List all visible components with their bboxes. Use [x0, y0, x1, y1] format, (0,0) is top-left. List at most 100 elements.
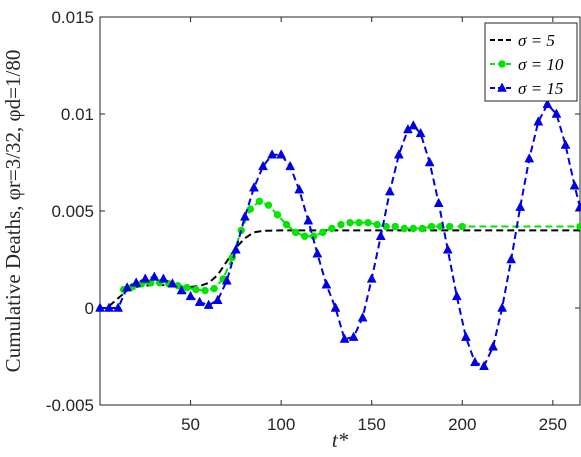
legend-label: σ = 10: [518, 55, 564, 74]
data-point: [393, 149, 404, 159]
data-point: [560, 139, 571, 149]
series-2: [119, 197, 581, 295]
data-point: [273, 211, 282, 219]
legend-entry: σ = 5: [490, 31, 555, 50]
x-tick-label: 250: [539, 415, 567, 434]
data-point: [201, 286, 209, 295]
data-point: [194, 296, 205, 306]
x-tick-label: 50: [181, 415, 200, 434]
data-point: [321, 279, 332, 289]
x-axis-ticks: 50 100 150 200 250: [181, 17, 567, 434]
data-point: [458, 222, 466, 231]
data-point: [470, 356, 480, 367]
data-point: [249, 182, 259, 192]
data-point: [373, 220, 381, 229]
data-point: [258, 160, 268, 171]
data-point: [328, 224, 336, 233]
legend-label: σ = 5: [518, 31, 555, 50]
data-point: [357, 312, 368, 322]
data-point: [294, 184, 305, 194]
data-point: [95, 302, 105, 312]
series-layer: [95, 98, 581, 370]
data-point: [330, 302, 341, 312]
data-point: [210, 284, 218, 293]
data-point: [366, 273, 377, 283]
data-point: [158, 273, 169, 283]
data-point: [285, 160, 296, 171]
data-point: [355, 218, 363, 227]
data-point: [149, 271, 160, 281]
data-point: [488, 341, 498, 351]
x-tick-label: 150: [358, 415, 386, 434]
data-point: [433, 197, 444, 207]
data-point: [427, 222, 436, 231]
data-point: [176, 285, 187, 295]
y-axis-label: Cumulative Deaths, φr=3/32, φd=1/80: [1, 50, 25, 373]
data-point: [515, 201, 526, 211]
data-point: [408, 120, 419, 130]
data-point: [424, 156, 435, 167]
data-point: [255, 197, 264, 206]
data-point: [445, 222, 454, 231]
data-point: [246, 205, 255, 213]
data-point: [348, 331, 359, 341]
data-point: [409, 224, 418, 233]
x-tick-label: 100: [267, 415, 295, 434]
data-point: [203, 299, 214, 309]
data-point: [230, 244, 241, 254]
data-point: [104, 302, 114, 312]
y-tick-label: 0.01: [61, 105, 94, 124]
data-point: [291, 228, 300, 237]
data-point: [533, 116, 544, 126]
y-axis-ticks: -0.005 0 0.005 0.01 0.015: [46, 8, 580, 415]
data-point: [576, 222, 581, 231]
y-tick-label: 0: [85, 299, 94, 318]
data-point: [276, 149, 287, 159]
data-point: [524, 153, 535, 163]
data-point: [400, 224, 409, 233]
data-point: [418, 224, 427, 233]
data-point: [319, 228, 327, 237]
y-tick-label: -0.005: [46, 396, 94, 415]
legend-marker: [497, 82, 507, 92]
data-point: [460, 331, 471, 341]
data-point: [506, 253, 517, 264]
legend: σ = 5 σ = 10 σ = 15: [484, 22, 578, 102]
data-point: [212, 294, 223, 304]
data-point: [185, 290, 196, 301]
data-point: [339, 333, 350, 343]
data-point: [312, 248, 323, 258]
x-tick-label: 200: [448, 415, 476, 434]
legend-entry: σ = 15: [490, 79, 563, 98]
data-point: [575, 201, 581, 211]
data-point: [415, 127, 426, 138]
data-point: [375, 230, 386, 240]
data-point: [239, 211, 250, 221]
data-point: [113, 302, 124, 312]
data-point: [303, 215, 314, 225]
data-point: [282, 220, 291, 229]
x-axis-label: t*: [332, 428, 349, 452]
data-point: [300, 232, 309, 240]
data-point: [451, 290, 462, 301]
data-point: [346, 218, 354, 227]
data-point: [337, 220, 345, 229]
data-point: [442, 244, 453, 254]
data-point: [122, 282, 133, 292]
series-3: [95, 98, 581, 370]
data-point: [183, 283, 191, 292]
data-point: [267, 149, 277, 159]
data-point: [542, 98, 553, 109]
data-point: [140, 273, 151, 283]
data-point: [167, 278, 178, 288]
data-point: [391, 222, 399, 231]
legend-label: σ = 15: [518, 79, 563, 98]
data-point: [131, 277, 142, 287]
data-point: [192, 285, 200, 294]
data-point: [479, 360, 489, 370]
data-point: [384, 186, 395, 196]
data-point: [551, 108, 562, 118]
y-tick-label: 0.015: [51, 8, 94, 27]
data-point: [497, 302, 508, 312]
